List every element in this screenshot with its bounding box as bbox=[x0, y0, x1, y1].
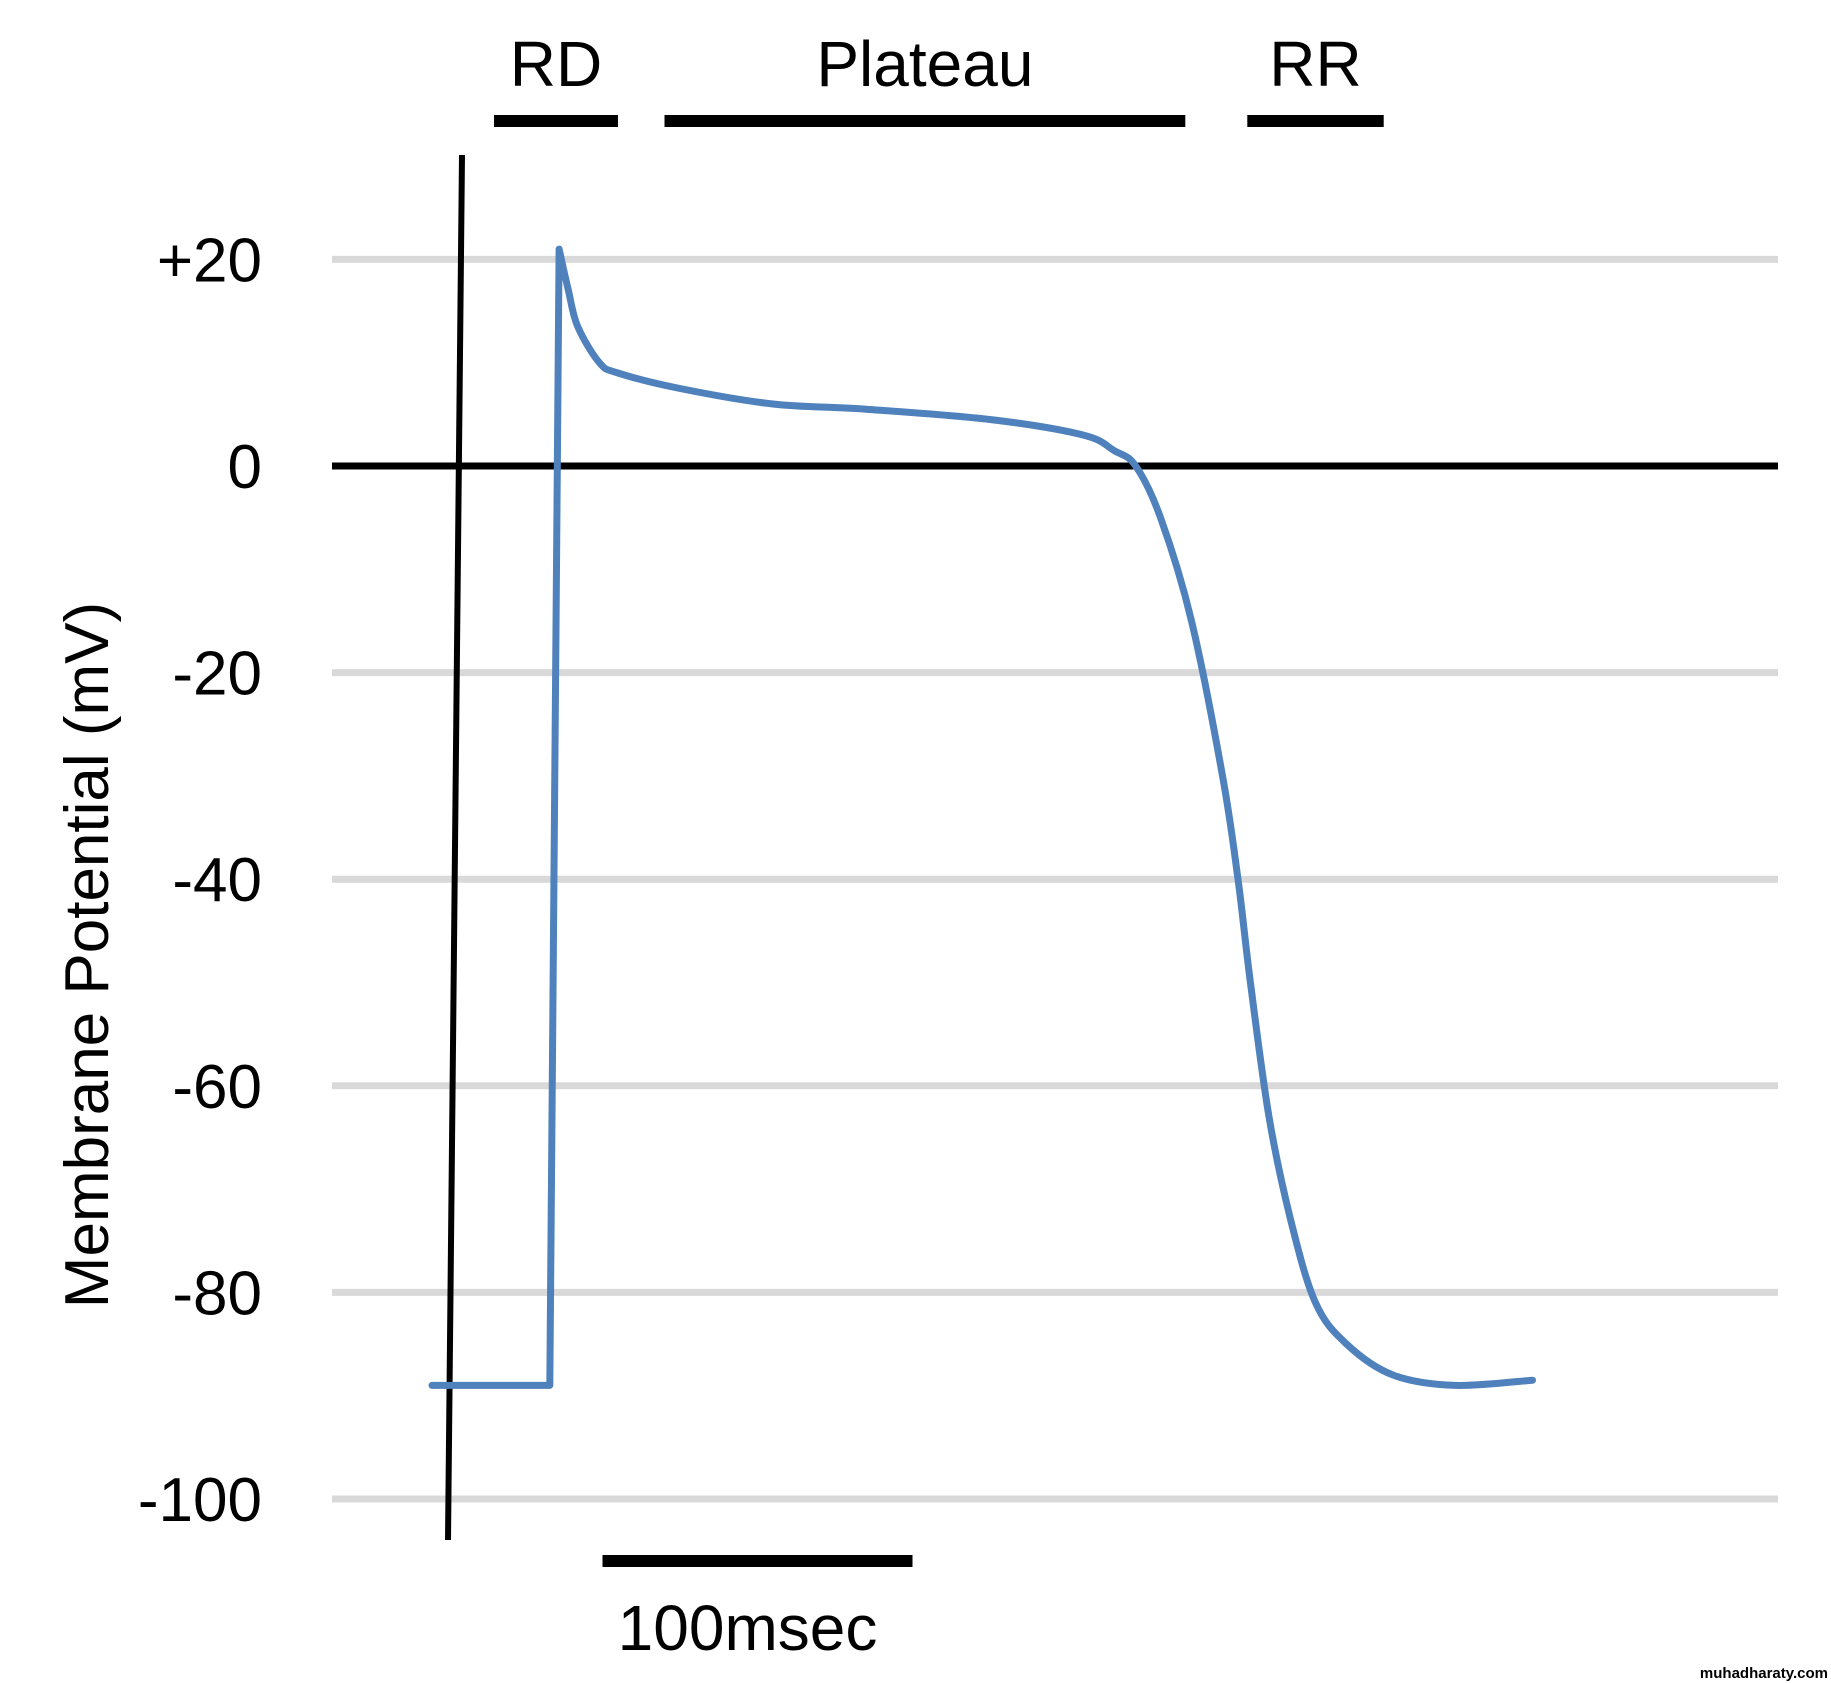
y-axis-label: Membrane Potential (mV) bbox=[53, 602, 122, 1308]
y-tick-label: -20 bbox=[172, 640, 262, 709]
time-scale-bar: 100msec bbox=[602, 1555, 913, 1664]
phase-label: Plateau bbox=[816, 28, 1033, 100]
y-tick-label: -60 bbox=[172, 1053, 262, 1122]
scale-bar-label: 100msec bbox=[618, 1592, 878, 1664]
y-tick-label: -80 bbox=[172, 1259, 262, 1328]
action-potential-trace bbox=[428, 245, 1536, 1389]
y-axis-line bbox=[445, 154, 465, 1541]
phase-label: RD bbox=[510, 28, 602, 100]
phase-bars: RD Plateau RR bbox=[494, 28, 1384, 127]
y-tick-label: -100 bbox=[138, 1466, 262, 1535]
phase-label: RR bbox=[1269, 28, 1361, 100]
y-tick-labels: +20 0 -20 -40 -60 -80 -100 bbox=[138, 226, 262, 1535]
watermark: muhadharaty.com bbox=[1700, 1665, 1828, 1682]
y-tick-label: 0 bbox=[228, 433, 262, 502]
gridlines bbox=[332, 255, 1778, 1503]
y-tick-label: +20 bbox=[157, 226, 262, 295]
y-tick-label: -40 bbox=[172, 846, 262, 915]
